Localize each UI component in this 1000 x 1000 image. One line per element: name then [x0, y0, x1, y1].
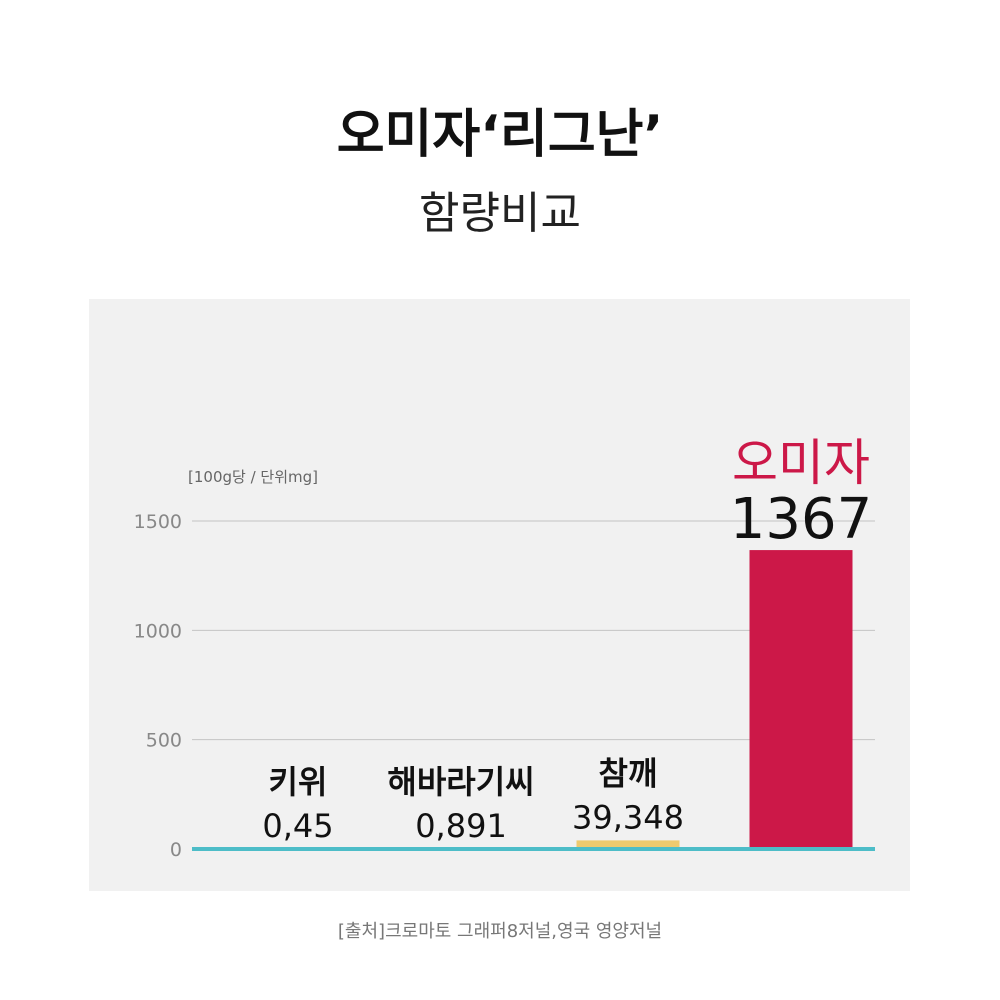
- value-label: 0,891: [415, 807, 507, 845]
- category-label: 해바라기씨: [387, 763, 534, 801]
- chart-subtitle: 함량비교: [419, 188, 581, 239]
- category-label: 키위: [269, 763, 328, 801]
- y-tick-label: 0: [170, 839, 182, 861]
- y-tick-label: 1500: [134, 511, 182, 533]
- bar: [749, 550, 853, 849]
- value-label: 39,348: [572, 798, 684, 836]
- category-label: 참깨: [599, 754, 658, 792]
- value-label: 0,45: [262, 807, 333, 845]
- source: [출처]크로마토 그래퍼8저널,영국 영양저널: [338, 921, 662, 942]
- value-label: 1367: [730, 487, 873, 552]
- bar: [576, 840, 680, 849]
- y-tick-label: 1000: [134, 620, 182, 642]
- y-tick-label: 500: [146, 730, 182, 752]
- unit-label: [100g당 / 단위mg]: [188, 468, 318, 486]
- category-label: 오미자: [732, 434, 870, 492]
- chart-title: 오미자‘리그난’: [337, 105, 664, 165]
